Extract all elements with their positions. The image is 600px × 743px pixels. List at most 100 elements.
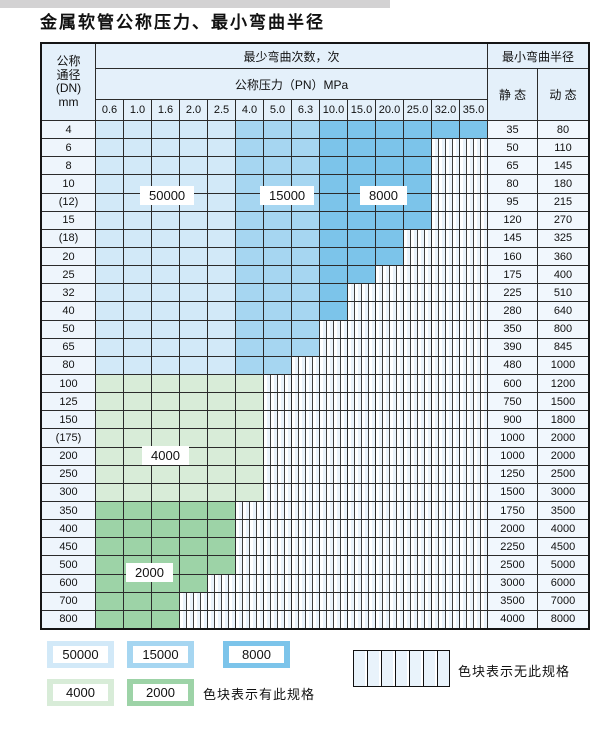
- nospec-cell: [432, 501, 459, 520]
- spec-cell: [124, 284, 151, 302]
- nospec-cell: [404, 520, 431, 538]
- nospec-cell: [432, 338, 459, 356]
- spec-cell: [208, 338, 235, 356]
- nospec-cell: [432, 465, 459, 483]
- spec-cell: [152, 302, 179, 320]
- spec-cell: [208, 139, 235, 157]
- spec-cell: [180, 520, 207, 538]
- spec-cell: [124, 374, 151, 393]
- spec-cell: [320, 266, 347, 284]
- spec-cell: [236, 356, 263, 374]
- nospec-cell: [460, 520, 487, 538]
- nospec-cell: [460, 610, 487, 628]
- spec-cell: [124, 393, 151, 411]
- spec-cell: [236, 139, 263, 157]
- spec-cell: [152, 374, 179, 393]
- spec-cell: [376, 229, 403, 247]
- nospec-cell: [320, 556, 347, 574]
- nospec-cell: [348, 374, 375, 393]
- dynamic-radius-cell: 145: [538, 157, 588, 175]
- nospec-cell: [432, 302, 459, 320]
- nospec-cell: [460, 501, 487, 520]
- spec-cell: [404, 175, 431, 193]
- static-radius-cell: 1000: [488, 429, 537, 447]
- dynamic-radius-cell: 8000: [538, 610, 588, 628]
- nospec-cell: [460, 284, 487, 302]
- spec-cell: [264, 121, 291, 139]
- spec-cell: [236, 302, 263, 320]
- nospec-cell: [432, 429, 459, 447]
- spec-cell: [124, 356, 151, 374]
- spec-cell: [96, 157, 123, 175]
- nospec-cell: [376, 374, 403, 393]
- spec-cell: [152, 411, 179, 429]
- static-radius-cell: 225: [488, 284, 537, 302]
- spec-cell: [208, 302, 235, 320]
- nospec-cell: [264, 447, 291, 465]
- dn-cell: 250: [42, 465, 95, 483]
- spec-cell: [180, 501, 207, 520]
- label-8000: 8000: [360, 186, 407, 205]
- spec-cell: [124, 266, 151, 284]
- nospec-cell: [460, 211, 487, 229]
- dn-header-line: 公称: [56, 54, 81, 68]
- spec-cell: [124, 429, 151, 447]
- nospec-cell: [348, 538, 375, 556]
- spec-cell: [236, 247, 263, 266]
- nospec-cell: [236, 538, 263, 556]
- nospec-cell: [376, 610, 403, 628]
- nospec-cell: [264, 574, 291, 592]
- nospec-cell: [460, 175, 487, 193]
- legend-swatch-label: 15000: [133, 646, 188, 663]
- static-radius-cell: 3500: [488, 592, 537, 610]
- spec-cell: [152, 157, 179, 175]
- nospec-cell: [460, 139, 487, 157]
- nospec-cell: [292, 483, 319, 501]
- nospec-cell: [320, 356, 347, 374]
- nospec-cell: [460, 266, 487, 284]
- spec-cell: [96, 175, 123, 193]
- dn-cell: 32: [42, 284, 95, 302]
- dn-cell: (175): [42, 429, 95, 447]
- dn-cell: 15: [42, 211, 95, 229]
- nominal-pressure-header: 公称压力（PN）MPa: [96, 69, 487, 99]
- spec-cell: [152, 356, 179, 374]
- spec-cell: [264, 356, 291, 374]
- nospec-cell: [320, 483, 347, 501]
- nospec-cell: [404, 592, 431, 610]
- pressure-header: 1.6: [152, 100, 179, 120]
- static-radius-cell: 900: [488, 411, 537, 429]
- nospec-cell: [376, 574, 403, 592]
- nospec-cell: [460, 157, 487, 175]
- spec-cell: [180, 157, 207, 175]
- nospec-cell: [348, 411, 375, 429]
- nospec-cell: [320, 538, 347, 556]
- nospec-cell: [264, 374, 291, 393]
- spec-cell: [376, 139, 403, 157]
- label-2000: 2000: [126, 563, 173, 582]
- nospec-cell: [348, 592, 375, 610]
- dynamic-header: 动 态: [538, 69, 588, 120]
- nospec-cell: [348, 501, 375, 520]
- spec-cell: [96, 556, 123, 574]
- spec-cell: [152, 338, 179, 356]
- spec-cell: [180, 320, 207, 338]
- spec-cell: [96, 520, 123, 538]
- dn-cell: 40: [42, 302, 95, 320]
- spec-cell: [236, 266, 263, 284]
- nospec-cell: [264, 538, 291, 556]
- spec-cell: [320, 211, 347, 229]
- spec-cell: [152, 266, 179, 284]
- dn-cell: 20: [42, 247, 95, 266]
- spec-cell: [236, 211, 263, 229]
- nospec-cell: [376, 556, 403, 574]
- nospec-cell: [404, 374, 431, 393]
- pressure-header: 15.0: [348, 100, 375, 120]
- dn-cell: 400: [42, 520, 95, 538]
- nospec-cell: [236, 556, 263, 574]
- spec-cell: [292, 284, 319, 302]
- dn-cell: 100: [42, 374, 95, 393]
- nospec-cell: [376, 592, 403, 610]
- spec-cell: [124, 465, 151, 483]
- spec-cell: [208, 411, 235, 429]
